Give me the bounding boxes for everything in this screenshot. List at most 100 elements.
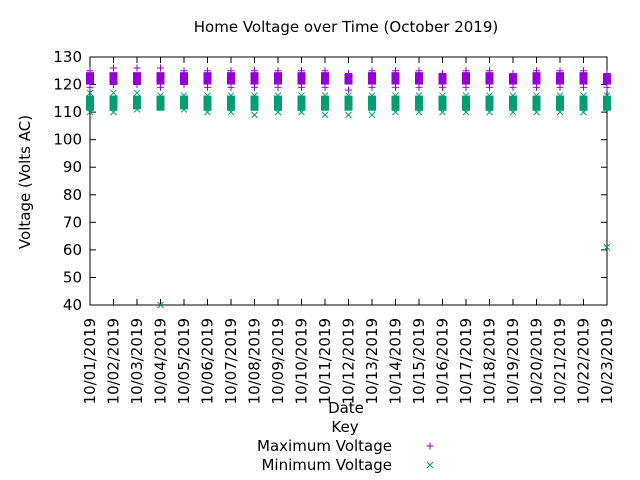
y-axis-label: Voltage (Volts AC) xyxy=(16,115,34,249)
min-voltage-point-band xyxy=(556,95,564,111)
max-voltage-point xyxy=(157,64,164,72)
max-voltage-point xyxy=(556,67,564,75)
y-tick-label: 100 xyxy=(53,131,82,149)
legend-title: Key xyxy=(331,418,358,436)
min-voltage-point xyxy=(157,301,164,309)
min-voltage-point-band xyxy=(485,95,494,111)
legend: Key Maximum Voltage Minimum Voltage xyxy=(257,418,434,474)
min-voltage-point xyxy=(439,92,446,99)
min-voltage-point xyxy=(321,92,329,99)
max-voltage-point xyxy=(110,81,117,89)
max-voltage-point xyxy=(439,83,446,91)
min-voltage-point xyxy=(462,108,470,116)
legend-marker-maximum-voltage xyxy=(426,442,434,450)
max-voltage-point-band xyxy=(274,72,282,85)
max-voltage-point xyxy=(204,83,211,91)
min-voltage-point-band xyxy=(579,95,588,111)
min-voltage-point xyxy=(580,92,587,99)
min-voltage-point xyxy=(86,108,94,116)
legend-marker-minimum-voltage xyxy=(426,461,434,469)
max-voltage-point xyxy=(533,83,540,91)
max-voltage-point xyxy=(321,67,329,75)
x-tick-label: 10/07/2019 xyxy=(222,318,240,404)
max-voltage-point xyxy=(486,83,493,91)
x-tick-label: 10/06/2019 xyxy=(199,318,217,404)
max-voltage-point xyxy=(86,67,94,75)
min-voltage-point-band xyxy=(250,95,259,111)
min-voltage-point xyxy=(274,108,282,116)
min-voltage-point-band xyxy=(462,95,470,111)
plot-area xyxy=(89,56,608,306)
y-axis: 40 50 60 70 80 90 100 110 120 130 xyxy=(53,48,607,314)
min-voltage-point xyxy=(204,108,211,116)
min-voltage-point xyxy=(274,92,282,99)
x-tick-label: 10/13/2019 xyxy=(363,318,381,404)
min-voltage-point-band xyxy=(321,95,329,111)
min-voltage-point-band xyxy=(297,95,306,111)
min-voltage-point-band xyxy=(603,95,611,111)
x-tick-label: 10/10/2019 xyxy=(293,318,311,404)
y-tick-label: 60 xyxy=(63,241,82,259)
min-voltage-point xyxy=(204,92,211,99)
min-voltage-point xyxy=(368,111,376,119)
min-voltage-point xyxy=(392,92,399,99)
max-voltage-point xyxy=(227,83,235,91)
min-voltage-point xyxy=(415,108,423,116)
min-voltage-point xyxy=(368,92,376,99)
min-voltage-point xyxy=(133,89,141,97)
max-voltage-point-band xyxy=(485,72,494,85)
min-voltage-point-band xyxy=(156,95,165,111)
max-voltage-point-band xyxy=(180,72,188,85)
y-tick-label: 120 xyxy=(53,76,82,94)
max-voltage-point xyxy=(509,83,517,91)
min-voltage-point xyxy=(345,92,352,99)
min-voltage-point xyxy=(345,111,352,119)
series-minimum-voltage xyxy=(86,89,611,309)
max-voltage-point xyxy=(180,67,188,75)
y-tick-label: 80 xyxy=(63,186,82,204)
legend-label-maximum-voltage: Maximum Voltage xyxy=(257,437,392,455)
max-voltage-point xyxy=(133,81,141,89)
y-tick-label: 50 xyxy=(63,268,82,286)
min-voltage-point xyxy=(298,92,305,99)
x-tick-label: 10/20/2019 xyxy=(528,318,546,404)
max-voltage-point xyxy=(298,83,305,91)
max-voltage-point xyxy=(462,67,470,75)
x-tick-label: 10/11/2019 xyxy=(316,318,334,404)
max-voltage-point xyxy=(439,70,446,78)
max-voltage-point xyxy=(415,67,423,75)
x-tick-label: 10/14/2019 xyxy=(387,318,405,404)
min-voltage-point-band xyxy=(509,95,517,111)
min-voltage-point xyxy=(603,92,611,99)
x-tick-label: 10/03/2019 xyxy=(128,318,146,404)
min-voltage-point xyxy=(533,108,540,116)
max-voltage-point xyxy=(204,67,211,75)
min-voltage-point xyxy=(509,108,517,116)
min-voltage-point xyxy=(580,108,587,116)
min-voltage-point xyxy=(556,92,564,99)
min-voltage-point-band xyxy=(344,95,353,111)
max-voltage-point xyxy=(392,67,399,75)
x-tick-label: 10/05/2019 xyxy=(175,318,193,404)
x-tick-label: 10/09/2019 xyxy=(269,318,287,404)
max-voltage-point xyxy=(274,83,282,91)
y-tick-label: 130 xyxy=(53,48,82,66)
min-voltage-point xyxy=(227,108,235,116)
legend-label-minimum-voltage: Minimum Voltage xyxy=(261,456,392,474)
min-voltage-point-band xyxy=(368,95,376,111)
max-voltage-point xyxy=(227,67,235,75)
x-tick-label: 10/01/2019 xyxy=(81,318,99,404)
max-voltage-point xyxy=(392,83,399,91)
max-voltage-point xyxy=(251,83,258,91)
x-axis: 10/01/2019 10/02/2019 10/03/2019 10/04/2019… xyxy=(81,57,616,404)
min-voltage-point xyxy=(462,92,470,99)
x-tick-label: 10/17/2019 xyxy=(457,318,475,404)
min-voltage-point xyxy=(486,108,493,116)
y-tick-label: 70 xyxy=(63,213,82,231)
max-voltage-point-band xyxy=(391,72,400,85)
min-voltage-point-band xyxy=(180,95,188,110)
max-voltage-point xyxy=(345,70,352,78)
max-voltage-point-band xyxy=(579,72,588,85)
x-tick-label: 10/12/2019 xyxy=(340,318,358,404)
